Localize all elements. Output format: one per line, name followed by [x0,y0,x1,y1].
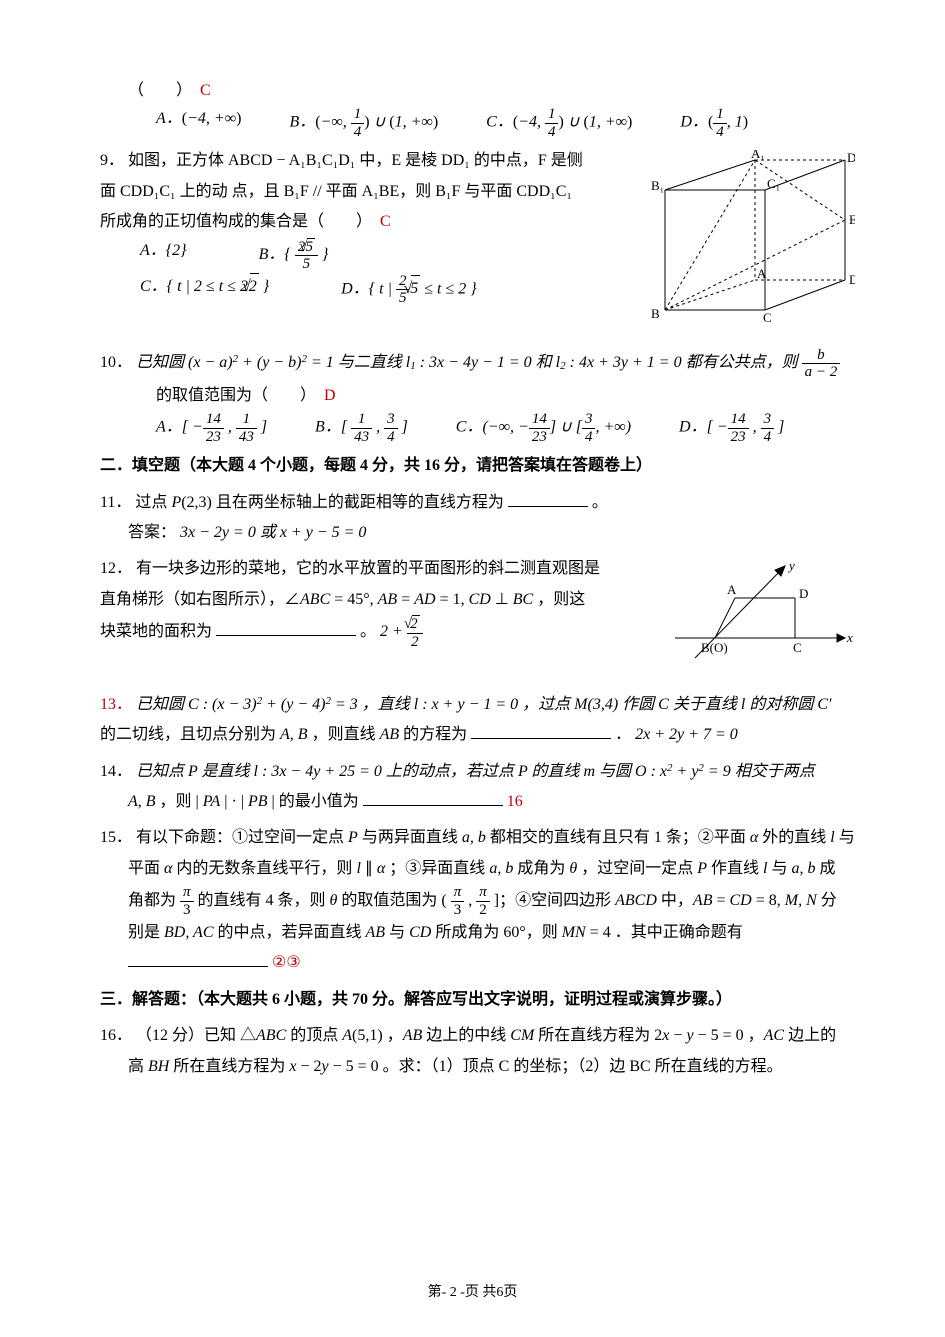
q14: 14． 已知点 P 是直线 l : 3x − 4y + 25 = 0 上的动点，… [100,757,855,818]
svg-text:x: x [846,630,853,645]
q10-num: 10． [100,348,132,378]
q14-answer: 16 [507,793,523,810]
q12-l1: 有一块多边形的菜地，它的水平放置的平面图形的斜二测直观图是 [136,560,600,577]
q9-optB: B．{ 255 } [259,238,329,273]
q13-num: 13． [100,690,132,720]
svg-text:A: A [727,582,737,597]
svg-text:A₁: A₁ [751,150,765,161]
q12-figure: A D B(O) C x y [665,558,855,679]
q9: A₁ B₁ C₁ D₁ A B C D E 9．如图，正方体 ABCD − A₁… [100,146,855,340]
svg-text:y: y [787,558,795,573]
svg-text:C: C [793,640,802,655]
q12: A D B(O) C x y 12． 有一块多边形的菜地，它的水平放置的平面图形… [100,554,855,683]
q15-l3: 角都为 π3 的直线有 4 条，则 θ 的取值范围为 ( π3 , π2 ]；④… [100,892,837,909]
q10-stem: 已知圆 (x − a)2 + (y − b)2 = 1 与二直线 l1 : 3x… [136,354,840,371]
q8-blank: （ ） [128,82,192,99]
q11-num: 11． [100,488,131,518]
q8-optD: D．(14, 1) [680,106,748,140]
q8-optC: C．(−4, 14) ∪ (1, +∞) [486,106,632,140]
q16-num: 16． [100,1021,132,1051]
q8-stem: （ ） C [100,76,855,106]
q10: 10． 已知圆 (x − a)2 + (y − b)2 = 1 与二直线 l1 … [100,347,855,445]
q13: 13． 已知圆 C : (x − 3)2 + (y − 4)2 = 3 ，直线 … [100,690,855,751]
q10-answer-mark: D [324,381,336,411]
q10-options: A．[ −1423 , 143 ] B．[ 143 , 34 ] C．(−∞, … [100,411,855,445]
svg-text:E: E [849,212,855,227]
q16-l2: 高 BH 所在直线方程为 x − 2y − 5 = 0 。求：（1）顶点 C 的… [100,1058,783,1075]
q8-optA: A．(−4, +∞) [156,106,241,140]
q13-stem: 已知圆 C : (x − 3)2 + (y − 4)2 = 3 ，直线 l : … [136,696,831,713]
q12-l3s: 。 [360,623,376,640]
q15-l2: 平面 α 内的无数条直线平行，则 l ∥ α ；③异面直线 a, b 成角为 θ… [100,860,835,877]
section3-title: 三．解答题：（本大题共 6 小题，共 70 分。解答应写出文字说明，证明过程或演… [100,985,855,1015]
q9-optC: C．{ t | 2 ≤ t ≤ 22 } [140,273,269,307]
svg-text:B: B [651,306,660,321]
q16: 16． （12 分）已知 △ABC 的顶点 A(5,1) ，AB 边上的中线 C… [100,1021,855,1082]
q13-l2p: 的二切线，且切点分别为 A, B ，则直线 AB 的方程为 [100,726,467,743]
q16-l1: （12 分）已知 △ABC 的顶点 A(5,1) ，AB 边上的中线 CM 所在… [136,1027,836,1044]
q11: 11． 过点 P(2,3) 且在两坐标轴上的截距相等的直线方程为 。 [100,488,855,518]
q14-l2: A, B ，则 | PA | · | PB | 的最小值为 [100,793,359,810]
q8-answer-mark: C [200,76,211,106]
q15-blank[interactable] [128,950,268,967]
q8-optB: B．(−∞, 14) ∪ (1, +∞) [289,106,438,140]
q14-num: 14． [100,757,132,787]
svg-text:B₁: B₁ [651,178,664,193]
q15-l1: 有以下命题：①过空间一定点 P 与两异面直线 a, b 都相交的直线有且只有 1… [136,829,855,846]
q8-options: A．(−4, +∞) B．(−∞, 14) ∪ (1, +∞) C．(−4, 1… [100,106,855,140]
svg-text:D₁: D₁ [847,150,855,165]
svg-text:D: D [849,272,855,287]
q9-optD: D．{ t | 255 ≤ t ≤ 2 } [341,273,477,307]
q12-num: 12． [100,554,132,584]
q11-blank[interactable] [508,490,588,507]
q10-optD: D．[ −1423 , 34 ] [679,411,784,445]
q12-blank[interactable] [216,619,356,636]
q11-answer: 3x − 2y = 0 或 x + y − 5 = 0 [180,524,366,541]
q9-l1: 如图，正方体 ABCD − A₁B₁C₁D₁ 中，E 是棱 DD₁ 的中点，F … [128,152,583,169]
q10-optC: C．(−∞, −1423] ∪ [34, +∞) [456,411,631,445]
q9-optA: A．{2} [140,238,187,273]
svg-text:C: C [763,310,772,325]
q11-suffix: 。 [592,494,608,511]
q15-l4: 别是 BD, AC 的中点，若异面直线 AB 与 CD 所成角为 60°，则 M… [100,924,743,941]
svg-text:B(O): B(O) [701,640,728,655]
svg-text:A: A [757,266,767,281]
q10-l2: 的取值范围为（ ） [156,387,316,404]
q14-blank[interactable] [363,789,503,806]
q11-ans-label: 答案： [128,524,176,541]
svg-text:D: D [799,586,808,601]
q12-answer: 2 + 22 [380,623,423,640]
q13-l2s: ． [615,726,631,743]
svg-text:C₁: C₁ [767,176,780,191]
q11-answer-line: 答案： 3x − 2y = 0 或 x + y − 5 = 0 [100,518,855,548]
q9-answer-mark: C [380,207,391,237]
q9-num: 9． [100,146,128,176]
q13-answer: 2x + 2y + 7 = 0 [635,726,738,743]
q9-figure: A₁ B₁ C₁ D₁ A B C D E [645,150,855,336]
page-footer: 第- 2 -页 共6页 [0,1280,945,1307]
q14-l1: 已知点 P 是直线 l : 3x − 4y + 25 = 0 上的动点，若过点 … [136,763,815,780]
q10-optA: A．[ −1423 , 143 ] [156,411,267,445]
q9-l2: 面 CDD₁C₁ 上的动 点，且 B₁F // 平面 A₁BE，则 B₁F 与平… [100,183,572,200]
q15: 15． 有以下命题：①过空间一定点 P 与两异面直线 a, b 都相交的直线有且… [100,823,855,979]
q11-stem: 过点 P(2,3) 且在两坐标轴上的截距相等的直线方程为 [135,494,503,511]
q12-l2: 直角梯形（如右图所示），∠ABC = 45°, AB = AD = 1, CD … [100,591,585,608]
q15-num: 15． [100,823,132,853]
q15-answer: ②③ [272,954,301,971]
q13-blank[interactable] [471,722,611,739]
q9-l3: 所成角的正切值构成的集合是（ ） [100,213,372,230]
q12-l3p: 块菜地的面积为 [100,623,212,640]
q10-optB: B．[ 143 , 34 ] [315,411,408,445]
section2-title: 二．填空题（本大题 4 个小题，每题 4 分，共 16 分，请把答案填在答题卷上… [100,451,855,481]
